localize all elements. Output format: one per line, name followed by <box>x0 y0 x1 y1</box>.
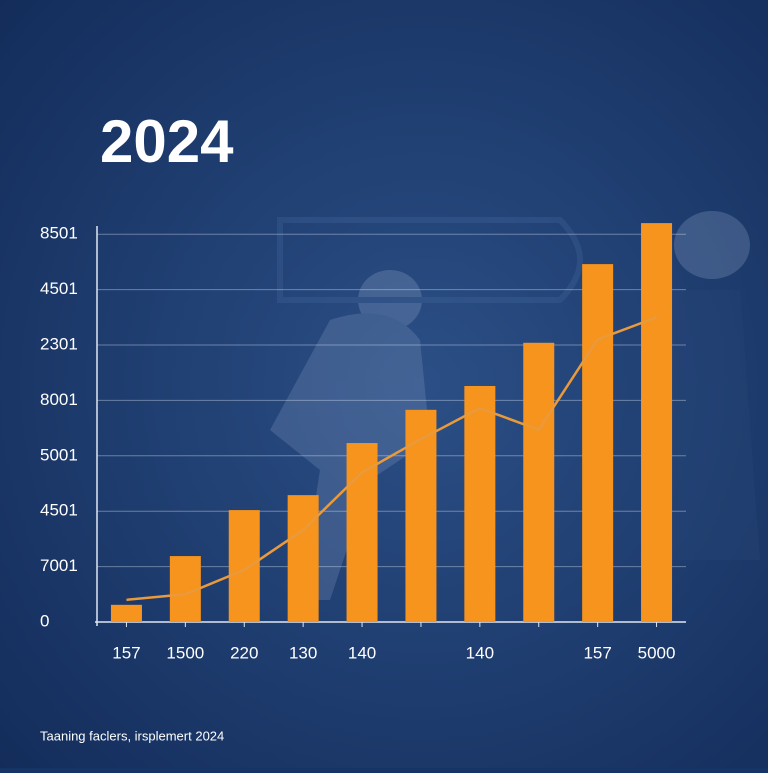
chart-title: 2024 <box>100 108 234 175</box>
bar <box>346 443 378 622</box>
x-tick-label: 157 <box>112 643 140 662</box>
bar <box>228 510 260 622</box>
bar <box>405 409 437 622</box>
x-tick-label: 140 <box>466 643 494 662</box>
y-tick-label: 8501 <box>40 224 78 243</box>
line <box>126 316 657 602</box>
bar <box>464 385 496 622</box>
y-tick-label: 5001 <box>40 445 78 464</box>
bar <box>110 604 142 622</box>
footnote: Taaning faclers, irsplemert 2024 <box>40 728 224 743</box>
y-tick-label: 0 <box>40 611 49 630</box>
y-tick-label: 4501 <box>40 279 78 298</box>
bar <box>641 223 673 622</box>
x-tick-label: 5000 <box>638 643 676 662</box>
y-tick-label: 2301 <box>40 334 78 353</box>
bar <box>582 264 614 622</box>
y-tick-label: 7001 <box>40 556 78 575</box>
x-tick-label: 140 <box>348 643 376 662</box>
y-tick-label: 8001 <box>40 390 78 409</box>
x-tick-label: 157 <box>583 643 611 662</box>
x-tick-label: 1500 <box>166 643 204 662</box>
bar <box>287 495 319 622</box>
bar <box>523 342 555 622</box>
y-tick-label: 4501 <box>40 501 78 520</box>
x-tick-label: 130 <box>289 643 317 662</box>
x-tick-label: 220 <box>230 643 258 662</box>
